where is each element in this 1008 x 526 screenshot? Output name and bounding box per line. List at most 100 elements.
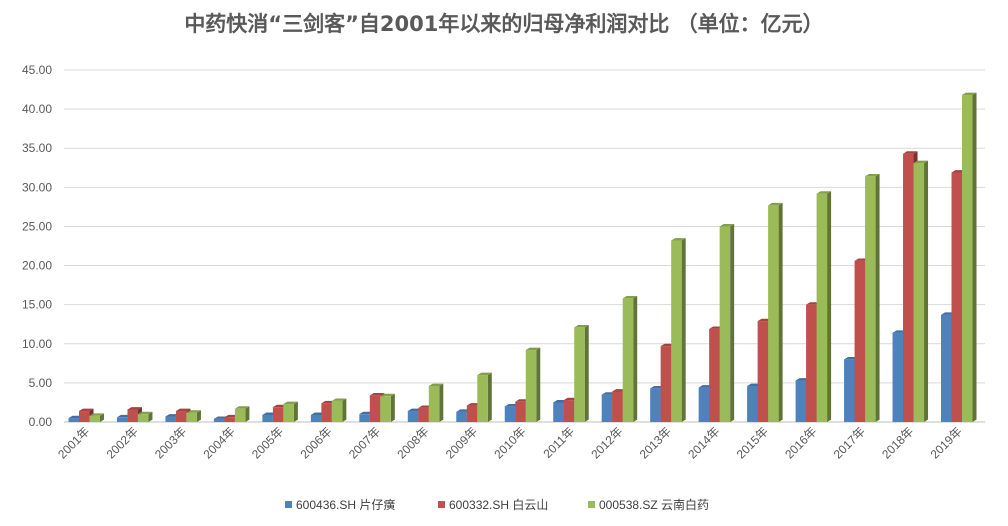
- bar-front: [941, 314, 952, 422]
- bar: [186, 410, 201, 422]
- y-tick-label: 45.00: [22, 63, 52, 77]
- x-tick-label: 2005年: [249, 424, 286, 461]
- legend-item: 600436.SH 片仔癀: [285, 498, 395, 512]
- y-tick-label: 0.00: [29, 415, 53, 429]
- y-tick-label: 15.00: [22, 298, 52, 312]
- bar-front: [466, 405, 478, 422]
- bar-front: [854, 260, 866, 422]
- x-tick-label: 2001年: [55, 424, 92, 461]
- bar-front: [806, 304, 817, 422]
- x-tick-label: 2016年: [782, 424, 819, 461]
- bar-top: [186, 410, 201, 413]
- x-tick-label: 2002年: [104, 424, 141, 461]
- bar: [428, 383, 444, 422]
- bar-front: [671, 240, 682, 422]
- bar-front: [913, 163, 925, 422]
- bar-front: [127, 409, 138, 422]
- bar-side: [875, 173, 880, 422]
- bar-side: [633, 296, 638, 422]
- bar-top: [137, 411, 153, 415]
- x-tick-label: 2013年: [637, 424, 674, 461]
- bar-front: [747, 386, 758, 422]
- y-tick-label: 5.00: [29, 376, 53, 390]
- bar: [234, 406, 250, 422]
- bar-top: [574, 324, 589, 328]
- bar: [768, 202, 783, 422]
- bar: [331, 398, 347, 422]
- x-tick-label: 2015年: [734, 424, 771, 461]
- bar-top: [380, 393, 395, 397]
- y-tick-label: 20.00: [22, 259, 52, 273]
- bar-top: [428, 383, 444, 387]
- bar-front: [515, 401, 526, 422]
- bar-top: [89, 413, 104, 416]
- bar: [380, 393, 395, 422]
- bar-side: [778, 202, 783, 422]
- bar-side: [584, 324, 589, 422]
- bar-front: [698, 387, 710, 422]
- bar-front: [380, 396, 391, 422]
- bar-top: [962, 92, 977, 96]
- bar-front: [660, 346, 672, 422]
- y-tick-label: 10.00: [22, 337, 52, 351]
- bar-front: [601, 394, 613, 422]
- bar: [913, 160, 929, 422]
- bar-front: [78, 411, 90, 422]
- bar-front: [612, 391, 623, 422]
- bar-side: [827, 191, 832, 422]
- bar-front: [418, 407, 429, 422]
- bar-front: [504, 406, 516, 422]
- x-tick-label: 2003年: [152, 424, 189, 461]
- legend-label: 600436.SH 片仔癀: [296, 498, 395, 512]
- bar-front: [719, 226, 731, 422]
- bar-front: [116, 417, 128, 422]
- bar-front: [709, 328, 720, 422]
- bar-front: [369, 395, 381, 422]
- bar-side: [439, 383, 444, 422]
- legend: 600436.SH 片仔癀 600332.SH 白云山 000538.SZ 云南白药: [285, 497, 709, 512]
- bar-front: [903, 153, 914, 422]
- bar: [671, 238, 686, 422]
- x-axis: 2001年 2002年 2003年 2004年 2005年 2006年 2007年 2008年…: [55, 424, 965, 461]
- bar: [962, 92, 977, 423]
- bar-top: [477, 372, 492, 376]
- legend-label: 600332.SH 白云山: [449, 497, 548, 512]
- bar-front: [892, 332, 904, 422]
- bar-front: [477, 375, 488, 422]
- bar-top: [719, 224, 735, 227]
- x-tick-label: 2006年: [297, 424, 334, 461]
- bar: [137, 411, 153, 422]
- bar-front: [553, 402, 564, 422]
- legend-swatch: [285, 501, 292, 508]
- bar-front: [262, 414, 273, 422]
- bar-top: [78, 408, 94, 412]
- bar-front: [428, 386, 440, 422]
- bar-top: [622, 296, 638, 299]
- bar: [525, 347, 541, 422]
- bar-top: [234, 406, 250, 409]
- grid-lines: [64, 69, 985, 423]
- bar: [622, 296, 638, 422]
- bar-side: [730, 224, 735, 422]
- y-tick-label: 30.00: [22, 180, 52, 194]
- bar-front: [89, 415, 100, 422]
- bar-side: [681, 238, 686, 422]
- bar-front: [816, 193, 828, 422]
- bar-front: [224, 417, 235, 422]
- bar-side: [293, 401, 298, 422]
- bar-side: [148, 411, 153, 422]
- bar-side: [245, 406, 250, 422]
- x-tick-label: 2004年: [201, 424, 238, 461]
- bar-top: [525, 347, 541, 351]
- bar-side: [196, 410, 201, 422]
- bar-side: [536, 347, 541, 422]
- y-tick-label: 35.00: [22, 141, 52, 155]
- x-tick-label: 2008年: [394, 424, 431, 461]
- bar-side: [342, 398, 347, 422]
- bar-front: [310, 414, 322, 422]
- bar-front: [525, 350, 537, 422]
- bar-top: [331, 398, 347, 401]
- bar-front: [962, 95, 973, 422]
